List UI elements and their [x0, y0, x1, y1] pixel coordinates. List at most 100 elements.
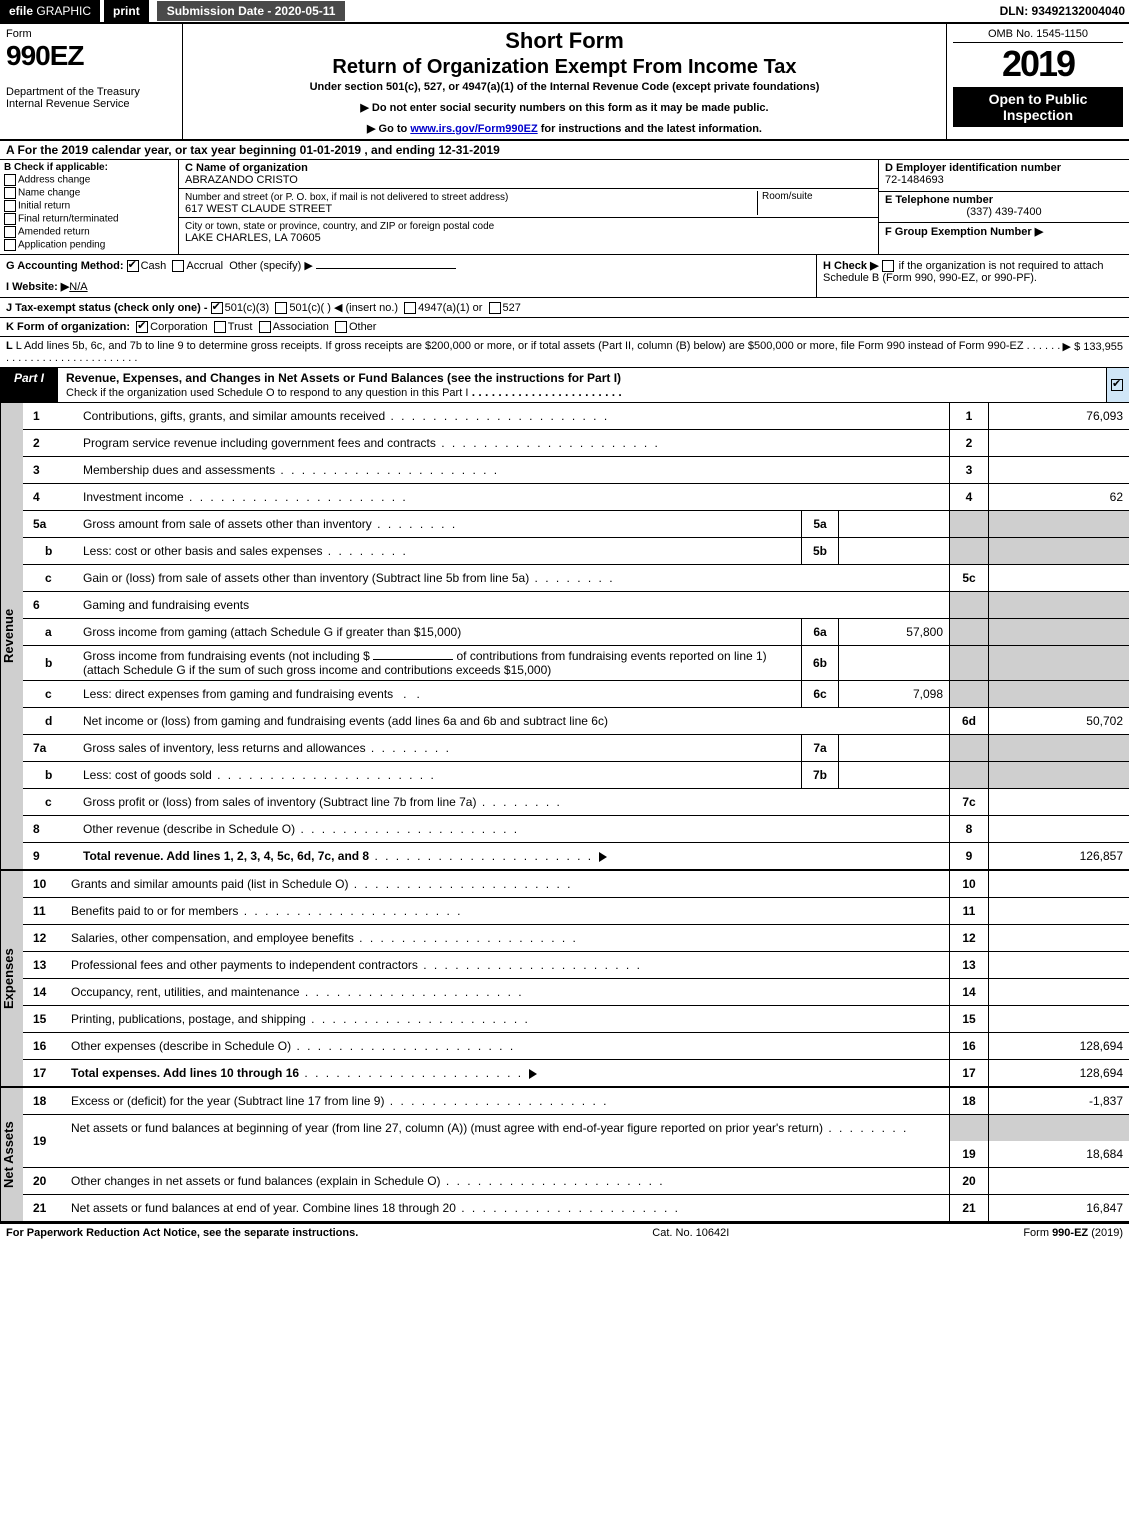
- j-501c3: 501(c)(3): [225, 302, 270, 314]
- return-title: Return of Organization Exempt From Incom…: [189, 56, 940, 79]
- page-footer: For Paperwork Reduction Act Notice, see …: [0, 1223, 1129, 1242]
- tax-year: 2019: [953, 43, 1123, 85]
- cb-assoc[interactable]: [259, 321, 271, 333]
- line-17-value: 128,694: [989, 1060, 1129, 1087]
- line-19b: 19 18,684: [23, 1141, 1129, 1168]
- line-21-value: 16,847: [989, 1195, 1129, 1222]
- top-bar: efile GRAPHIC print Submission Date - 20…: [0, 0, 1129, 24]
- j-527: 527: [503, 302, 521, 314]
- cb-h[interactable]: [882, 260, 894, 272]
- line-19-value: 18,684: [989, 1141, 1129, 1168]
- dln-label: DLN: 93492132004040: [1000, 4, 1129, 18]
- k-label: K Form of organization:: [6, 321, 130, 333]
- cb-amended-return[interactable]: Amended return: [4, 226, 174, 238]
- revenue-section: Revenue 1 Contributions, gifts, grants, …: [0, 403, 1129, 871]
- header-right: OMB No. 1545-1150 2019 Open to Public In…: [946, 24, 1129, 139]
- efile-button[interactable]: efile GRAPHIC: [0, 0, 100, 22]
- tax-year-line: A For the 2019 calendar year, or tax yea…: [0, 141, 1129, 160]
- footer-left: For Paperwork Reduction Act Notice, see …: [6, 1227, 358, 1239]
- cb-trust[interactable]: [214, 321, 226, 333]
- revenue-sidebar: Revenue: [0, 403, 23, 869]
- info-grid: B Check if applicable: Address change Na…: [0, 160, 1129, 255]
- expenses-section: Expenses 10 Grants and similar amounts p…: [0, 871, 1129, 1088]
- line-6: 6 Gaming and fundraising events: [23, 592, 1129, 619]
- irs-label: Internal Revenue Service: [6, 98, 176, 110]
- expenses-table: 10 Grants and similar amounts paid (list…: [23, 871, 1129, 1086]
- line-19: 19 Net assets or fund balances at beginn…: [23, 1115, 1129, 1142]
- cb-501c3[interactable]: [211, 302, 223, 314]
- line-1: 1 Contributions, gifts, grants, and simi…: [23, 403, 1129, 430]
- header-center: Short Form Return of Organization Exempt…: [183, 24, 946, 139]
- cb-initial-return[interactable]: Initial return: [4, 200, 174, 212]
- line-6d-value: 50,702: [989, 708, 1129, 735]
- subtitle: Under section 501(c), 527, or 4947(a)(1)…: [189, 81, 940, 93]
- line-9: 9 Total revenue. Add lines 1, 2, 3, 4, 5…: [23, 843, 1129, 870]
- form-number: 990EZ: [6, 40, 176, 72]
- line-7a: 7a Gross sales of inventory, less return…: [23, 735, 1129, 762]
- omb-label: OMB No. 1545-1150: [953, 28, 1123, 43]
- box-d-e-f: D Employer identification number 72-1484…: [878, 160, 1129, 254]
- j-501c: 501(c)( ) ◀ (insert no.): [289, 302, 398, 314]
- dept-label: Department of the Treasury: [6, 86, 176, 98]
- line-6a-value: 57,800: [839, 619, 950, 646]
- g-accrual: Accrual: [186, 260, 223, 272]
- cb-application-pending[interactable]: Application pending: [4, 239, 174, 251]
- form-header: Form 990EZ Department of the Treasury In…: [0, 24, 1129, 141]
- line-15: 15 Printing, publications, postage, and …: [23, 1006, 1129, 1033]
- k-corp: Corporation: [150, 321, 207, 333]
- print-button[interactable]: print: [104, 0, 149, 22]
- room-suite: Room/suite: [757, 191, 872, 215]
- g-other: Other (specify) ▶: [229, 260, 313, 272]
- j-4947: 4947(a)(1) or: [418, 302, 482, 314]
- line-9-value: 126,857: [989, 843, 1129, 870]
- goto-link[interactable]: www.irs.gov/Form990EZ: [410, 123, 537, 135]
- k-trust: Trust: [228, 321, 253, 333]
- line-7b: b Less: cost of goods sold 7b: [23, 762, 1129, 789]
- ein-value: 72-1484693: [885, 174, 944, 186]
- line-5c: c Gain or (loss) from sale of assets oth…: [23, 565, 1129, 592]
- goto-row: ▶ Go to www.irs.gov/Form990EZ for instru…: [189, 122, 940, 135]
- j-label: J Tax-exempt status (check only one) -: [6, 302, 211, 314]
- open-inspection: Open to Public Inspection: [953, 87, 1123, 127]
- cb-527[interactable]: [489, 302, 501, 314]
- short-form-title: Short Form: [189, 28, 940, 54]
- net-assets-section: Net Assets 18 Excess or (deficit) for th…: [0, 1088, 1129, 1223]
- cb-final-return[interactable]: Final return/terminated: [4, 213, 174, 225]
- revenue-table: 1 Contributions, gifts, grants, and simi…: [23, 403, 1129, 869]
- arrow-icon: [599, 852, 607, 862]
- goto-pre: ▶ Go to: [367, 123, 410, 135]
- cb-accrual[interactable]: [172, 260, 184, 272]
- part1-label: Part I: [0, 368, 58, 402]
- box-b-title: B Check if applicable:: [4, 162, 174, 173]
- line-16-value: 128,694: [989, 1033, 1129, 1060]
- line-3: 3 Membership dues and assessments 3: [23, 457, 1129, 484]
- website-value: N/A: [69, 281, 87, 293]
- part1-checkbox[interactable]: [1106, 368, 1129, 402]
- cb-corp[interactable]: [136, 321, 148, 333]
- arrow-icon: [529, 1069, 537, 1079]
- cb-address-change[interactable]: Address change: [4, 174, 174, 186]
- do-not-enter: ▶ Do not enter social security numbers o…: [189, 101, 940, 114]
- city-state-zip: LAKE CHARLES, LA 70605: [185, 232, 321, 244]
- cb-501c[interactable]: [275, 302, 287, 314]
- line-6d: d Net income or (loss) from gaming and f…: [23, 708, 1129, 735]
- ein-label: D Employer identification number: [885, 162, 1061, 174]
- j-row: J Tax-exempt status (check only one) - 5…: [0, 298, 1129, 318]
- footer-right: Form 990-EZ (2019): [1023, 1227, 1123, 1239]
- cb-other[interactable]: [335, 321, 347, 333]
- line-17: 17 Total expenses. Add lines 10 through …: [23, 1060, 1129, 1087]
- k-row: K Form of organization: Corporation Trus…: [0, 318, 1129, 337]
- cb-4947[interactable]: [404, 302, 416, 314]
- line-13: 13 Professional fees and other payments …: [23, 952, 1129, 979]
- line-12: 12 Salaries, other compensation, and emp…: [23, 925, 1129, 952]
- box-c: C Name of organization ABRAZANDO CRISTO …: [179, 160, 878, 254]
- box-b: B Check if applicable: Address change Na…: [0, 160, 179, 254]
- cb-cash[interactable]: [127, 260, 139, 272]
- cb-name-change[interactable]: Name change: [4, 187, 174, 199]
- line-4: 4 Investment income 4 62: [23, 484, 1129, 511]
- k-other: Other: [349, 321, 377, 333]
- line-2: 2 Program service revenue including gove…: [23, 430, 1129, 457]
- line-5a: 5a Gross amount from sale of assets othe…: [23, 511, 1129, 538]
- form-word: Form: [6, 28, 176, 40]
- line-6c: c Less: direct expenses from gaming and …: [23, 681, 1129, 708]
